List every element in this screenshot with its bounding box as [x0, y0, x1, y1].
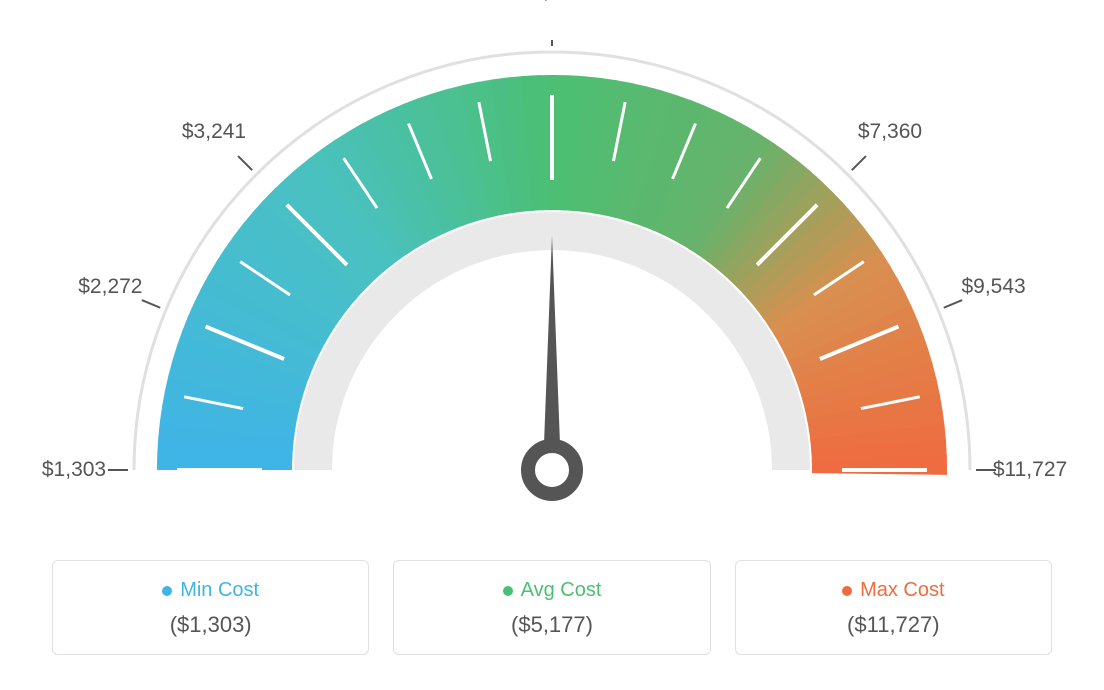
- gauge-tick-label: $7,360: [858, 120, 922, 144]
- legend-title-max: Max Cost: [756, 579, 1031, 602]
- cost-gauge: $1,303$2,272$3,241$5,177$7,360$9,543$11,…: [52, 40, 1052, 520]
- legend-title-min-label: Min Cost: [180, 579, 259, 602]
- legend-dot-max: [842, 586, 852, 596]
- gauge-tick-label: $3,241: [182, 120, 246, 144]
- legend-title-avg: Avg Cost: [414, 579, 689, 602]
- gauge-tick-label: $2,272: [78, 275, 142, 299]
- legend-card-min: Min Cost ($1,303): [52, 560, 369, 655]
- legend-value-avg: ($5,177): [414, 612, 689, 638]
- gauge-tick-label: $1,303: [42, 458, 106, 482]
- legend-title-min: Min Cost: [73, 579, 348, 602]
- legend-dot-min: [162, 586, 172, 596]
- legend-title-avg-label: Avg Cost: [521, 579, 602, 602]
- legend-value-max: ($11,727): [756, 612, 1031, 638]
- gauge-tick-label: $5,177: [520, 0, 584, 4]
- legend-dot-avg: [503, 586, 513, 596]
- legend-title-max-label: Max Cost: [860, 579, 944, 602]
- legend-row: Min Cost ($1,303) Avg Cost ($5,177) Max …: [52, 560, 1052, 655]
- legend-card-max: Max Cost ($11,727): [735, 560, 1052, 655]
- gauge-tick-label: $11,727: [993, 458, 1067, 482]
- legend-card-avg: Avg Cost ($5,177): [393, 560, 710, 655]
- legend-value-min: ($1,303): [73, 612, 348, 638]
- gauge-svg: [52, 40, 1052, 520]
- gauge-tick-label: $9,543: [961, 275, 1025, 299]
